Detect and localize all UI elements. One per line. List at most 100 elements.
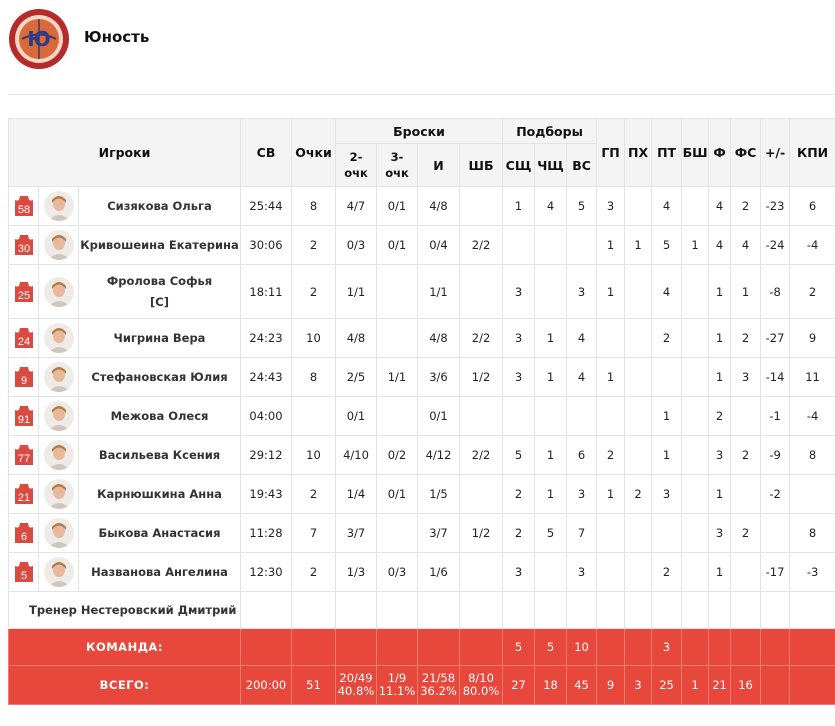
player-name[interactable]: Названова Ангелина xyxy=(91,565,228,579)
player-name[interactable]: Васильева Ксения xyxy=(98,448,221,462)
table-row[interactable]: 58 Сизякова Ольга 25:44 8 4/7 0/1 4/8 1 4 5 3 4 4 2 -2… xyxy=(8,186,835,226)
col-points[interactable]: Очки xyxy=(291,118,336,187)
player-name[interactable]: Сизякова Ольга xyxy=(107,199,212,213)
player-name[interactable]: Карнюшкина Анна xyxy=(97,487,222,501)
stat-chshch: 4 xyxy=(534,186,568,226)
player-name-cell[interactable]: Фролова Софья [C] xyxy=(78,264,241,319)
avatar xyxy=(43,518,74,548)
col-ph[interactable]: ПХ xyxy=(624,118,653,187)
stat-pm: -8 xyxy=(760,264,791,319)
col-f[interactable]: Ф xyxy=(708,118,732,187)
jersey-number: 21 xyxy=(17,492,29,504)
total-two-pct: 40.8% xyxy=(337,684,375,698)
avatar xyxy=(43,401,74,431)
jersey-number-cell: 6 xyxy=(8,513,39,553)
col-bsh[interactable]: БШ xyxy=(681,118,710,187)
stat-f: 4 xyxy=(708,225,732,265)
stat-pts: 2 xyxy=(291,474,336,514)
table-row[interactable]: 6 Быкова Анастасия 11:28 7 3/7 3/7 1/2 2 5 7 3 2 8 xyxy=(8,513,835,553)
stat-pt xyxy=(651,357,683,397)
col-two-pt[interactable]: 2- очк xyxy=(335,143,377,187)
jersey-number: 6 xyxy=(20,531,26,543)
stat-chshch xyxy=(534,552,568,592)
player-name[interactable]: Межова Олеся xyxy=(110,409,209,423)
stat-pts xyxy=(291,396,336,436)
player-name-cell[interactable]: Быкова Анастасия xyxy=(78,513,241,553)
col-group-shots: Броски xyxy=(334,118,504,144)
col-three-pt[interactable]: 3- очк xyxy=(376,143,418,187)
col-sv[interactable]: СВ xyxy=(240,118,292,187)
stat-sv: 24:23 xyxy=(240,318,292,358)
avatar xyxy=(43,191,74,221)
col-plus-minus[interactable]: +/- xyxy=(760,118,791,187)
table-row[interactable]: 5 Названова Ангелина 12:30 2 1/3 0/3 1/6 3 3 2 1 -1… xyxy=(8,552,835,592)
stat-vs: 5 xyxy=(566,186,598,226)
table-row[interactable]: 21 Карнюшкина Анна 19:43 2 1/4 0/1 1/5 2 1 3 1 2 3 1-… xyxy=(8,474,835,514)
player-name-cell[interactable]: Кривошеина Екатерина xyxy=(78,225,241,265)
col-pt[interactable]: ПТ xyxy=(651,118,683,187)
table-row[interactable]: 91 Межова Олеся 04:00 0/1 0/1 1 2 -1 -4 xyxy=(8,396,835,436)
player-name-cell[interactable]: Васильева Ксения xyxy=(78,435,241,475)
player-name-cell[interactable]: Стефановская Юлия xyxy=(78,357,241,397)
avatar xyxy=(43,557,74,587)
stat-sshch: 3 xyxy=(502,552,536,592)
avatar-cell xyxy=(38,225,79,265)
player-name-cell[interactable]: Межова Олеся xyxy=(78,396,241,436)
stat-pts: 8 xyxy=(291,357,336,397)
player-name-cell[interactable]: Сизякова Ольга xyxy=(78,186,241,226)
table-row[interactable]: 77 Васильева Ксения 29:12 10 4/10 0/2 4/12 2/2 5… xyxy=(8,435,835,475)
total-two: 20/49 40.8% xyxy=(335,665,377,705)
player-name[interactable]: Чигрина Вера xyxy=(113,331,206,345)
stat-shb xyxy=(458,474,504,514)
stat-fs xyxy=(730,474,762,514)
stat-bsh xyxy=(681,474,710,514)
player-name[interactable]: Стефановская Юлия xyxy=(91,370,228,384)
stat-shb xyxy=(458,396,504,436)
total-i: 21/58 36.2% xyxy=(417,665,460,705)
col-chshch[interactable]: ЧЩ xyxy=(534,143,568,187)
player-name-cell[interactable]: Чигрина Вера xyxy=(78,318,241,358)
col-fs[interactable]: ФС xyxy=(730,118,762,187)
stat-pts: 7 xyxy=(291,513,336,553)
stat-f: 1 xyxy=(708,264,732,319)
stat-i: 1/6 xyxy=(417,552,460,592)
stat-sshch xyxy=(502,225,536,265)
col-sshch[interactable]: СЩ xyxy=(502,143,536,187)
stat-f: 3 xyxy=(708,435,732,475)
team-name[interactable]: Юность xyxy=(84,28,150,46)
player-name[interactable]: Быкова Анастасия xyxy=(98,526,221,540)
stat-kpi xyxy=(789,474,835,514)
col-vs[interactable]: ВС xyxy=(566,143,598,187)
table-row[interactable]: 25 Фролова Софья [C] 18:11 2 1/1 1/1 3 3 1 4 1 1 -8 2 xyxy=(8,264,835,319)
total-shb-made: 8/10 xyxy=(468,671,494,685)
player-name-cell[interactable]: Названова Ангелина xyxy=(78,552,241,592)
table-row[interactable]: 24 Чигрина Вера 24:23 10 4/8 4/8 2/2 3 1 4 2 1 2 -27 9 xyxy=(8,318,835,358)
stat-i: 4/8 xyxy=(417,318,460,358)
stat-three: 0/1 xyxy=(376,474,418,514)
stat-pts: 2 xyxy=(291,264,336,319)
stat-two: 4/8 xyxy=(335,318,377,358)
stat-fs: 1 xyxy=(730,264,762,319)
player-name[interactable]: Фролова Софья xyxy=(106,274,213,288)
player-name-cell[interactable]: Карнюшкина Анна xyxy=(78,474,241,514)
stat-three: 0/2 xyxy=(376,435,418,475)
col-kpi[interactable]: КПИ xyxy=(789,118,835,187)
player-name[interactable]: Кривошеина Екатерина xyxy=(80,238,239,252)
jersey-number-cell: 21 xyxy=(8,474,39,514)
stat-shb xyxy=(458,552,504,592)
stat-chshch: 1 xyxy=(534,318,568,358)
table-row[interactable]: 9 Стефановская Юлия 24:43 8 2/5 1/1 3/6 1/2 3 1 4 1… xyxy=(8,357,835,397)
col-gp[interactable]: ГП xyxy=(596,118,626,187)
stat-shb: 1/2 xyxy=(458,513,504,553)
col-i[interactable]: И xyxy=(417,143,460,187)
jersey-number: 91 xyxy=(17,414,29,426)
stat-sv: 29:12 xyxy=(240,435,292,475)
jersey-number: 77 xyxy=(17,453,29,465)
table-row[interactable]: 30 Кривошеина Екатерина 30:06 2 0/3 0/1 0/4 2/2… xyxy=(8,225,835,265)
stat-shb: 2/2 xyxy=(458,318,504,358)
col-shb[interactable]: ШБ xyxy=(458,143,504,187)
stat-bsh xyxy=(681,552,710,592)
avatar xyxy=(43,230,74,260)
jersey-icon: 21 xyxy=(14,484,33,504)
col-players[interactable]: Игроки xyxy=(8,118,241,187)
